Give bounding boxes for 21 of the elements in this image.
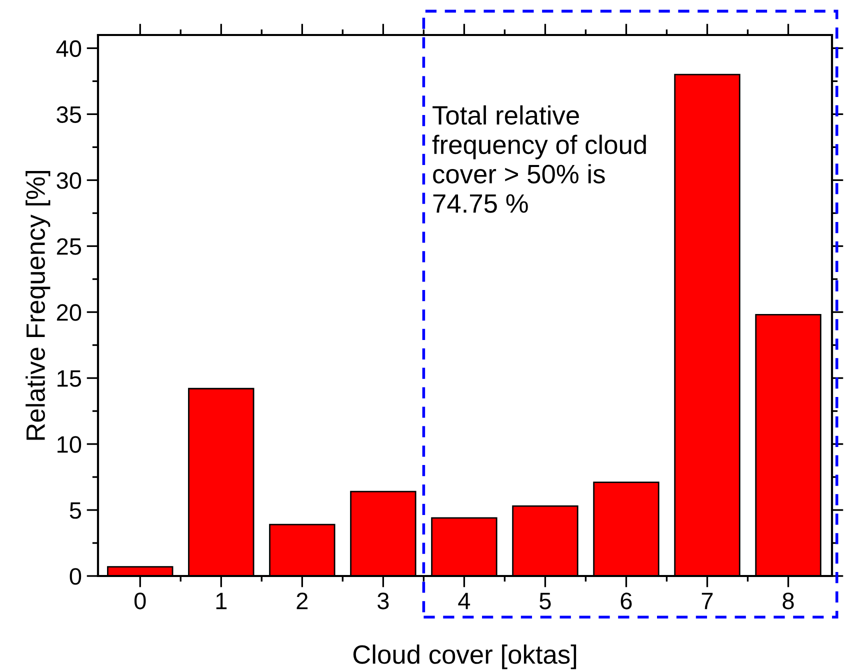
y-tick-label: 35 bbox=[56, 106, 82, 123]
x-tick-label: 0 bbox=[134, 592, 146, 610]
x-tick-label: 2 bbox=[296, 592, 308, 610]
y-tick-label: 30 bbox=[56, 172, 82, 189]
y-tick-label: 40 bbox=[56, 40, 82, 57]
y-tick-label: 20 bbox=[56, 304, 82, 321]
x-tick-label: 6 bbox=[620, 592, 632, 610]
x-tick-label: 7 bbox=[702, 592, 713, 610]
x-tick-label: 3 bbox=[378, 592, 389, 610]
x-tick-label: 5 bbox=[540, 592, 551, 610]
x-tick-label: 8 bbox=[782, 592, 794, 610]
y-tick-label: 10 bbox=[58, 436, 82, 453]
x-tick-label: 1 bbox=[216, 592, 227, 610]
y-tick-label: 25 bbox=[56, 238, 82, 255]
y-tick-label: 0 bbox=[70, 568, 82, 585]
annotation: Total relative frequency of cloud cover > 50% is 74.75 % bbox=[432, 105, 646, 213]
x-axis-title: Cloud cover [oktas] bbox=[353, 644, 576, 670]
y-axis-title: Relative Frequency [%] bbox=[26, 170, 50, 440]
x-tick-label: 4 bbox=[458, 592, 470, 610]
y-tick-label: 5 bbox=[70, 502, 82, 519]
y-tick-label: 15 bbox=[58, 370, 82, 387]
